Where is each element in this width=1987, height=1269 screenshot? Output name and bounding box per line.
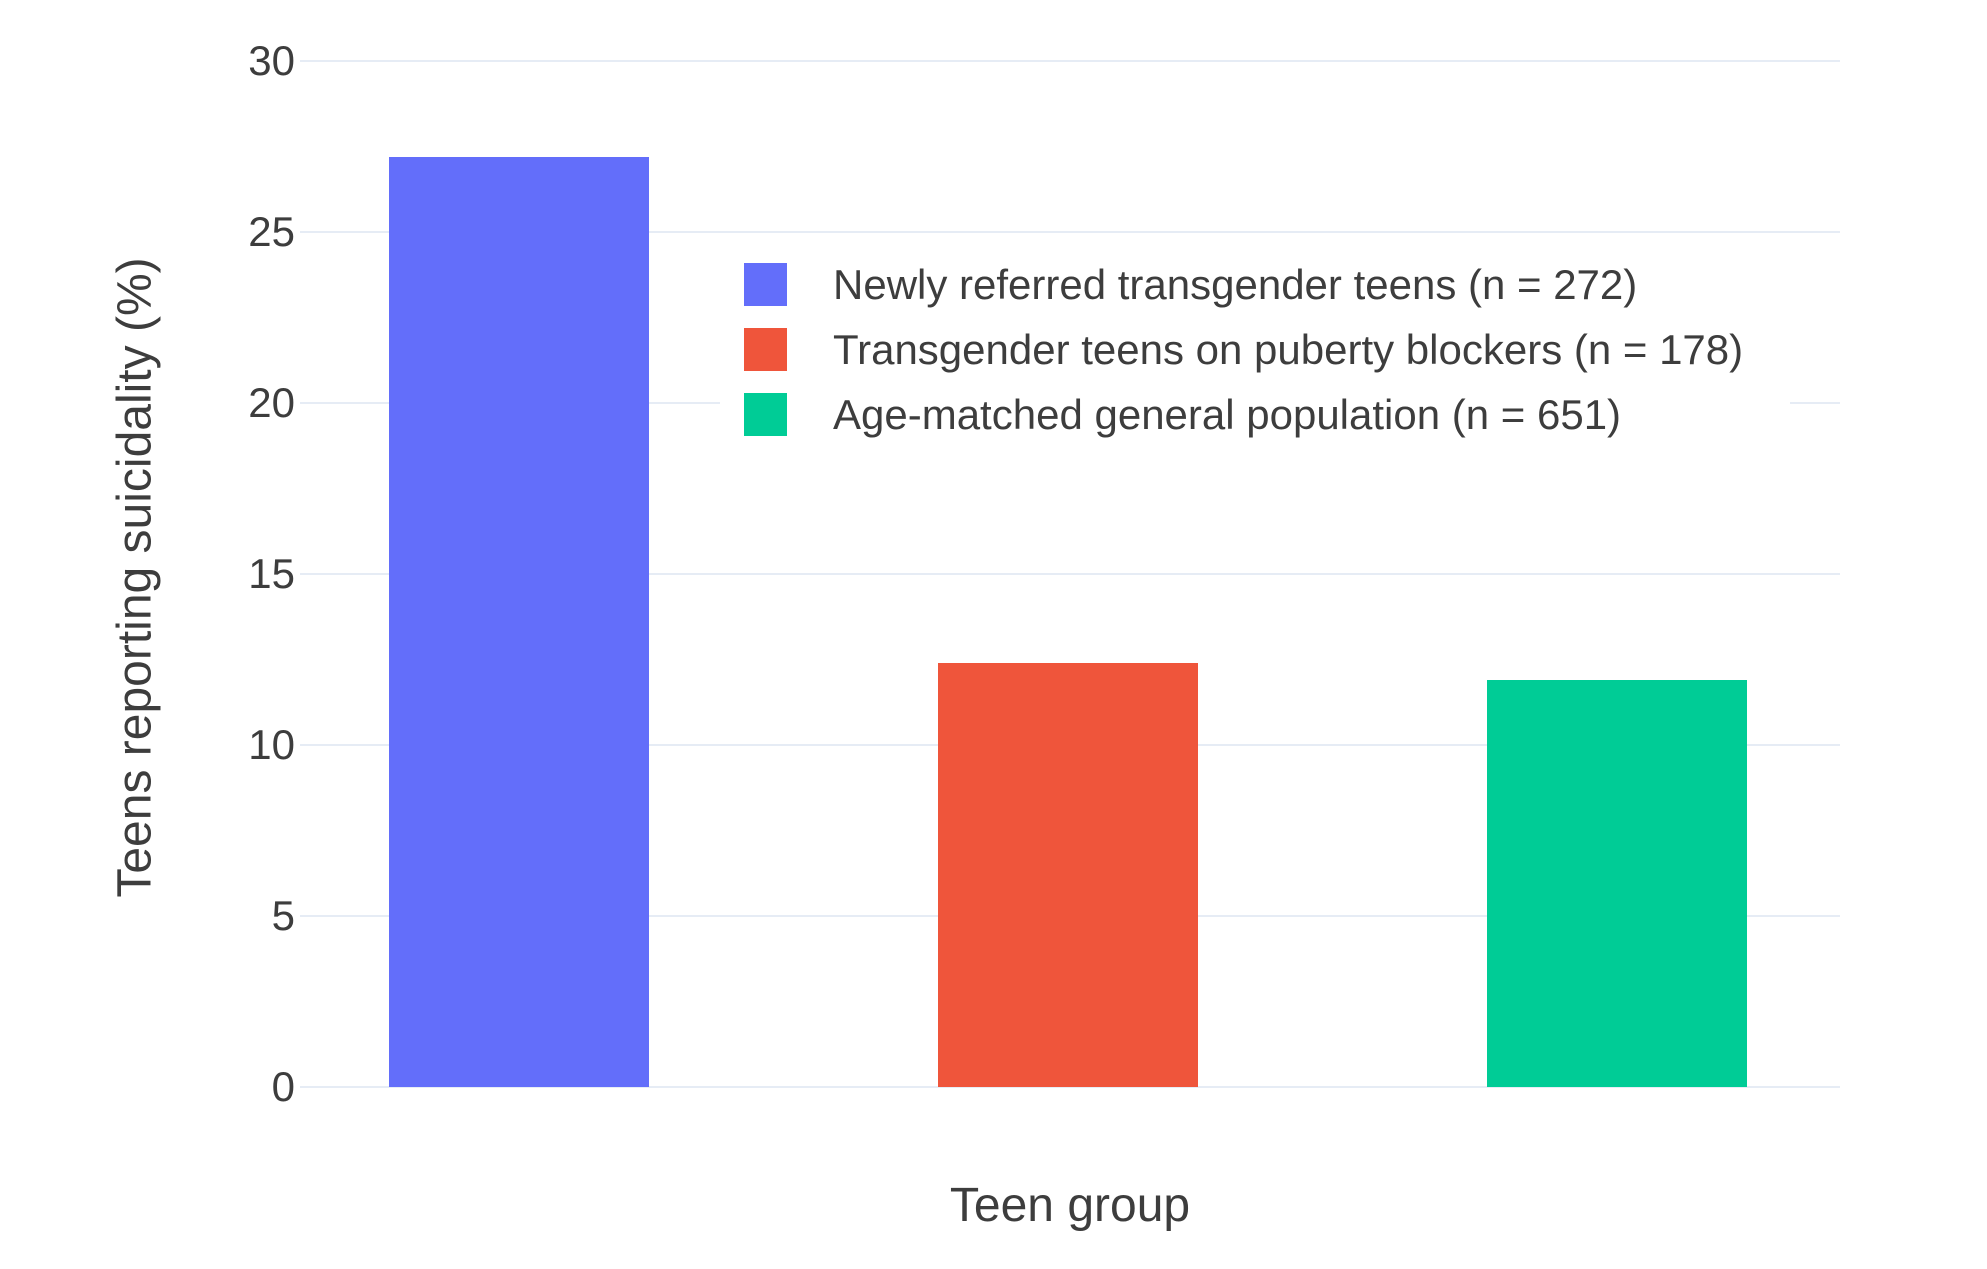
y-tick-label: 15: [248, 550, 295, 597]
legend-swatch-icon: [744, 328, 787, 371]
legend: Newly referred transgender teens (n = 27…: [720, 243, 1790, 456]
bar-2[interactable]: [938, 662, 1198, 1087]
legend-label: Newly referred transgender teens (n = 27…: [833, 261, 1638, 308]
y-tick-label: 30: [248, 37, 295, 84]
x-axis-title: Teen group: [949, 1179, 1191, 1232]
bar-1[interactable]: [389, 156, 649, 1087]
legend-label: Age-matched general population (n = 651): [833, 391, 1622, 438]
y-tick-label: 20: [248, 379, 295, 426]
gridline-15: [300, 573, 1840, 575]
y-tick-label: 10: [248, 721, 295, 768]
y-tick-label: 0: [271, 1063, 295, 1110]
legend-swatch-icon: [744, 393, 787, 436]
gridline-0: [300, 1086, 1840, 1088]
legend-item-1[interactable]: Newly referred transgender teens (n = 27…: [744, 263, 1790, 306]
y-tick-label: 25: [248, 208, 295, 255]
legend-item-3[interactable]: Age-matched general population (n = 651): [744, 393, 1790, 436]
y-axis-title: Teens reporting suicidality (%): [108, 257, 162, 898]
legend-swatch-icon: [744, 263, 787, 306]
y-tick-label: 5: [271, 892, 295, 939]
gridline-30: [300, 60, 1840, 62]
legend-label: Transgender teens on puberty blockers (n…: [833, 326, 1744, 373]
bar-3[interactable]: [1487, 680, 1747, 1087]
gridline-25: [300, 231, 1840, 233]
legend-item-2[interactable]: Transgender teens on puberty blockers (n…: [744, 328, 1790, 371]
